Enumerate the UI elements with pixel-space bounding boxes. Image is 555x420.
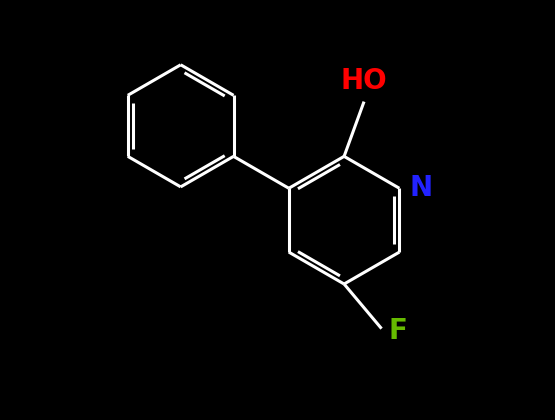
Text: N: N (410, 174, 432, 202)
Text: HO: HO (341, 67, 387, 95)
Text: F: F (388, 318, 407, 345)
